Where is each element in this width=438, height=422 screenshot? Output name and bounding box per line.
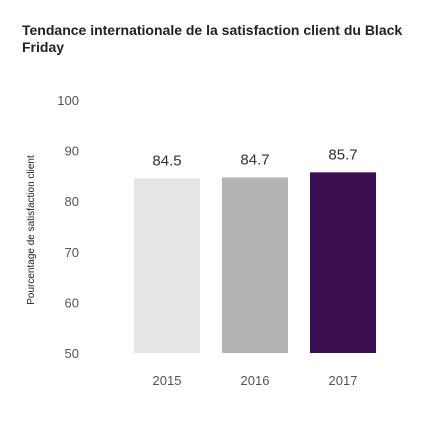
- bar-2015: [134, 178, 200, 353]
- x-tick-label: 2017: [329, 373, 358, 388]
- data-labels: 84.5 84.7 85.7: [152, 146, 357, 169]
- y-tick-label: 80: [65, 194, 79, 209]
- data-label-2015: 84.5: [152, 152, 181, 169]
- data-label-2016: 84.7: [240, 151, 269, 168]
- bars: [134, 172, 376, 353]
- y-tick-label: 60: [65, 295, 79, 310]
- y-axis-ticks: 50 60 70 80 90 100: [57, 93, 79, 361]
- x-tick-label: 2015: [153, 373, 182, 388]
- y-tick-label: 70: [65, 245, 79, 260]
- y-tick-label: 90: [65, 144, 79, 159]
- chart-title: Tendance internationale de la satisfacti…: [22, 22, 403, 55]
- bar-2017: [310, 172, 376, 353]
- x-axis-ticks: 2015 2016 2017: [153, 373, 358, 388]
- x-tick-label: 2016: [241, 373, 270, 388]
- data-label-2017: 85.7: [328, 146, 357, 163]
- y-axis-label: Pourcentage de satisfaction client: [26, 155, 37, 305]
- y-tick-label: 100: [57, 93, 79, 108]
- y-tick-label: 50: [65, 346, 79, 361]
- bar-2016: [222, 177, 288, 353]
